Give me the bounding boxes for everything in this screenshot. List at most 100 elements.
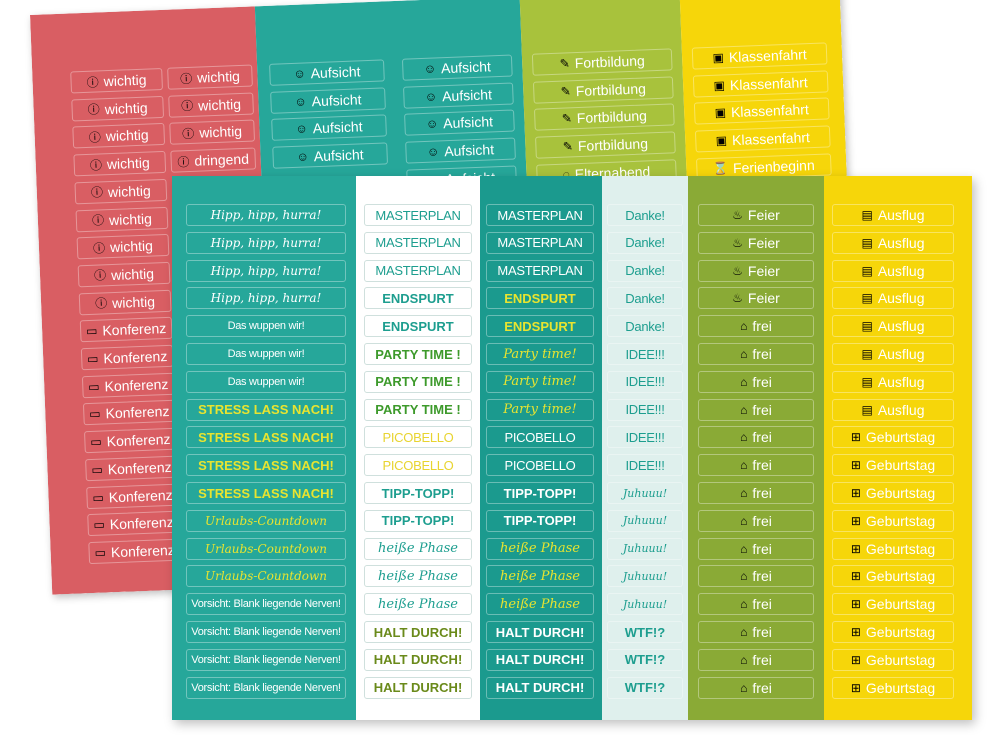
sticker-icon: ⊞	[850, 430, 861, 445]
sticker-icon: ☺	[425, 116, 439, 132]
sticker-label: HALT DURCH!	[486, 621, 594, 643]
sticker-label: ▤ Ausflug	[832, 259, 954, 282]
sticker-text: wichtig	[197, 95, 242, 114]
sticker-label: ⌂ frei	[698, 648, 814, 671]
sticker-icon: ☺	[295, 121, 309, 137]
sticker-text: Konferenz	[103, 347, 168, 367]
sticker-icon: ☺	[423, 61, 437, 76]
sticker-icon: ⌂	[740, 458, 748, 473]
sticker-text: Juhuuu!	[622, 597, 668, 611]
sticker-text: frei	[752, 401, 772, 418]
sticker-icon: ▣	[715, 133, 728, 148]
sticker-label: Danke!	[607, 315, 683, 338]
sticker-text: MASTERPLAN	[375, 235, 461, 251]
sticker-icon: ▭	[93, 517, 106, 533]
sticker-label: MASTERPLAN	[364, 204, 472, 226]
sticker-icon: ♨	[732, 291, 743, 306]
sticker-text: WTF!?	[624, 624, 666, 640]
sticker-text: Fortbildung	[576, 107, 648, 127]
sticker-label: IDEE!!!	[607, 343, 683, 365]
sticker-icon: ✎	[561, 111, 573, 127]
sticker-label: ☺Aufsicht	[403, 82, 514, 109]
sticker-label: ⌂ frei	[698, 454, 814, 477]
sticker-text: Ausflug	[877, 318, 925, 335]
sticker-text: wichtig	[196, 67, 241, 86]
sticker-label: IDEE!!!	[607, 398, 683, 421]
sticker-label: Juhuuu!	[607, 482, 683, 504]
sticker-label: STRESS LASS NACH!	[186, 454, 346, 477]
sticker-icon: ▤	[861, 208, 873, 222]
sticker-text: MASTERPLAN	[497, 207, 583, 223]
sticker-icon: ⓘ	[177, 154, 190, 170]
sticker-label: ▤ Ausflug	[832, 287, 954, 310]
sticker-text: Aufsicht	[310, 63, 361, 82]
sticker-text: Ausflug	[877, 207, 925, 223]
sticker-icon: ♨	[732, 208, 743, 222]
sticker-label: heiße Phase	[486, 537, 594, 560]
sticker-text: heiße Phase	[500, 541, 580, 557]
sticker-text: Geburtstag	[865, 568, 936, 585]
sticker-icon: ☺	[294, 94, 307, 109]
sticker-icon: ▤	[861, 235, 873, 250]
sticker-text: frei	[752, 373, 772, 390]
sticker-label: Hipp, hipp, hurra!	[186, 204, 346, 226]
sticker-icon: ⊞	[850, 597, 861, 612]
sticker-label: HALT DURCH!	[364, 648, 472, 671]
sticker-icon: ▤	[861, 263, 873, 278]
sticker-label: WTF!?	[607, 648, 683, 671]
sticker-label: HALT DURCH!	[364, 676, 472, 699]
sticker-text: Aufsicht	[442, 113, 494, 132]
sticker-label: ⊞ Geburtstag	[832, 621, 954, 643]
sticker-label: WTF!?	[607, 621, 683, 643]
sticker-text: MASTERPLAN	[375, 263, 461, 279]
sticker-text: frei	[752, 679, 772, 696]
sticker-label: heiße Phase	[364, 537, 472, 560]
sticker-label: Hipp, hipp, hurra!	[186, 231, 346, 254]
sticker-icon: ▤	[861, 291, 873, 306]
sticker-label: MASTERPLAN	[364, 259, 472, 282]
sticker-text: Fortbildung	[574, 52, 646, 72]
sticker-label: ☺Aufsicht	[405, 137, 516, 164]
sticker-icon: ▭	[92, 490, 105, 505]
sticker-icon: ⊞	[850, 541, 861, 556]
sticker-text: frei	[752, 346, 772, 362]
sticker-text: Feier	[747, 234, 780, 251]
sticker-text: PARTY TIME !	[375, 346, 461, 362]
sticker-label: Danke!	[607, 259, 683, 282]
sticker-label: ⓘ wichtig	[76, 234, 170, 260]
sticker-text: Konferenz	[107, 458, 172, 478]
sticker-label: heiße Phase	[364, 565, 472, 588]
sticker-text: MASTERPLAN	[497, 235, 583, 251]
sticker-label: TIPP-TOPP!	[364, 482, 472, 504]
sticker-icon: ☺	[426, 144, 440, 159]
sticker-text: IDEE!!!	[625, 402, 665, 418]
sticker-label: ⌂ frei	[698, 426, 814, 449]
sticker-label: STRESS LASS NACH!	[186, 482, 346, 504]
sticker-label: ⌂ frei	[698, 370, 814, 393]
sticker-label: Das wuppen wir!	[186, 315, 346, 338]
sticker-label: Danke!	[607, 204, 683, 226]
sticker-label: ⊞ Geburtstag	[832, 509, 954, 532]
sticker-text: frei	[752, 429, 772, 446]
sticker-label: IDEE!!!	[607, 370, 683, 393]
front-sticker-sheet: Hipp, hipp, hurra! Hipp, hipp, hurra! Hipp…	[172, 176, 972, 720]
sticker-label: Vorsicht: Blank liegende Nerven!	[186, 621, 346, 643]
sticker-label: PARTY TIME !	[364, 370, 472, 393]
sticker-label: ▭ Konferenz	[82, 400, 176, 426]
sticker-text: Aufsicht	[443, 141, 495, 160]
sticker-label: ▤ Ausflug	[832, 343, 954, 365]
sticker-text: Ausflug	[877, 401, 925, 418]
sticker-text: Klassenfahrt	[729, 73, 809, 93]
sticker-text: Danke!	[625, 235, 665, 251]
sticker-icon: ⊞	[850, 652, 861, 667]
sticker-text: Juhuuu!	[622, 542, 668, 556]
sticker-text: IDEE!!!	[625, 457, 665, 473]
sticker-text: IDEE!!!	[625, 429, 665, 445]
sticker-text: TIPP-TOPP!	[381, 513, 455, 529]
sticker-label: ⊞ Geburtstag	[832, 426, 954, 449]
sticker-text: Danke!	[625, 318, 665, 334]
sticker-label: ENDSPURT	[486, 315, 594, 338]
sticker-icon: ⓘ	[179, 71, 193, 86]
sticker-text: Urlaubs-Countdown	[204, 513, 328, 528]
sticker-text: frei	[752, 596, 772, 613]
